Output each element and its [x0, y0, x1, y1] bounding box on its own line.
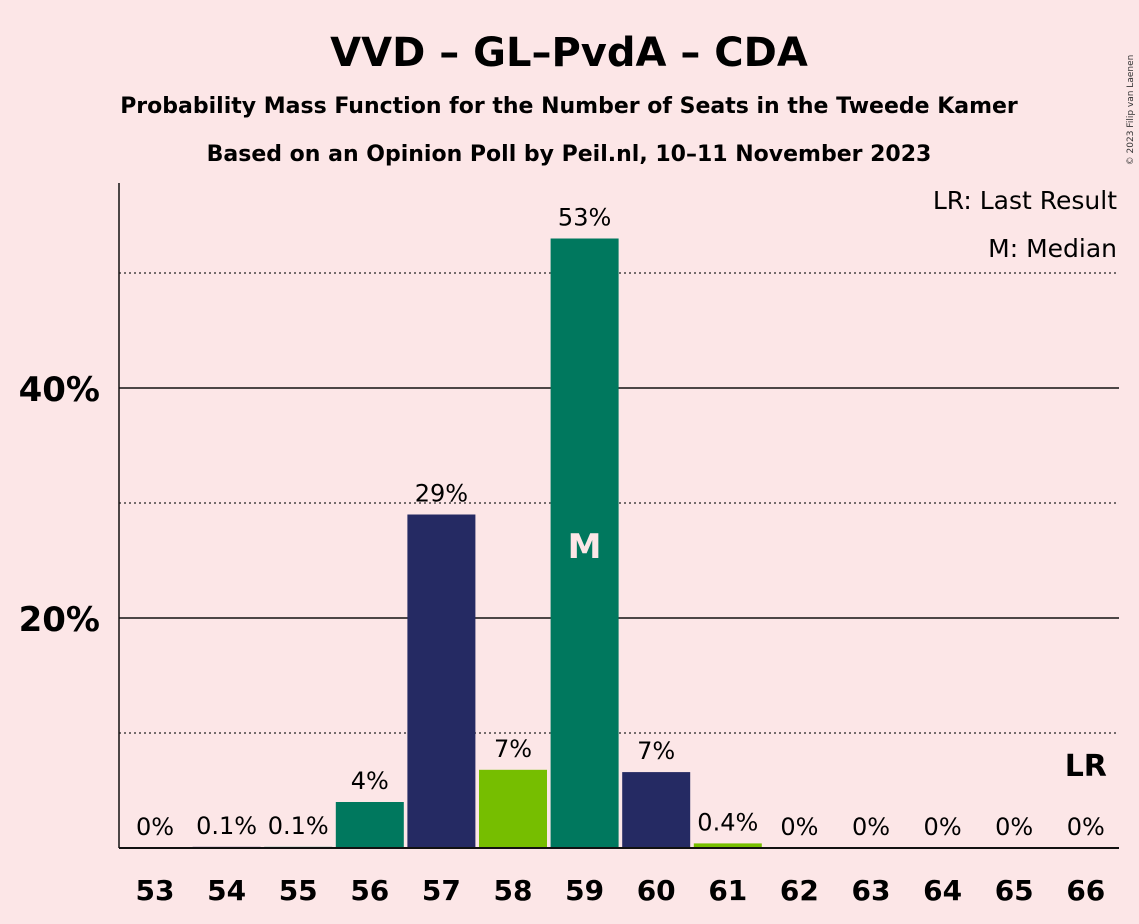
legend-median: M: Median	[988, 234, 1117, 263]
y-tick-label: 40%	[19, 370, 100, 410]
y-tick-label: 20%	[19, 600, 100, 640]
data-label-seat-61: 0.4%	[697, 808, 758, 836]
data-label-seat-57: 29%	[415, 480, 468, 508]
x-tick-label: 57	[422, 874, 461, 907]
last-result-marker: LR	[1065, 749, 1107, 784]
bar-seat-56	[335, 802, 404, 848]
x-tick-label: 54	[207, 874, 246, 907]
data-label-seat-64: 0%	[924, 813, 962, 841]
data-label-seat-53: 0%	[136, 813, 174, 841]
median-marker: M	[568, 527, 602, 567]
bar-seat-58	[479, 769, 547, 848]
data-label-seat-56: 4%	[351, 767, 389, 795]
legend-last-result: LR: Last Result	[933, 186, 1117, 215]
x-tick-label: 65	[995, 874, 1034, 907]
data-label-seat-66: 0%	[1067, 813, 1105, 841]
bar-seat-57	[407, 514, 476, 848]
data-labels: 0% 0.1% 0.1% 4% 29% 7% 53% 7% 0.4% 0% 0% 0% 0% 0% M LR	[136, 204, 1107, 842]
x-tick-label: 53	[136, 874, 175, 907]
x-tick-label: 62	[780, 874, 819, 907]
bar-seat-59	[550, 238, 619, 848]
x-tick-label: 64	[923, 874, 962, 907]
x-tick-label: 60	[637, 874, 676, 907]
x-tick-label: 58	[494, 874, 533, 907]
y-axis: 20% 40%	[19, 183, 120, 848]
x-tick-label: 66	[1066, 874, 1105, 907]
x-axis: 53 54 55 56 57 58 59 60 61 62 63 64 65 66	[119, 847, 1119, 907]
data-label-seat-65: 0%	[995, 813, 1033, 841]
x-tick-label: 61	[708, 874, 747, 907]
copyright-notice: © 2023 Filip van Laenen	[1126, 55, 1136, 166]
x-tick-label: 56	[350, 874, 389, 907]
bars	[192, 238, 762, 848]
gridlines	[119, 272, 1119, 734]
chart-source: Based on an Opinion Poll by Peil.nl, 10–…	[207, 142, 932, 167]
x-tick-label: 59	[565, 874, 604, 907]
x-tick-label: 55	[279, 874, 318, 907]
bar-seat-61	[693, 843, 762, 848]
data-label-seat-58: 7%	[494, 735, 532, 763]
bar-seat-60	[622, 772, 691, 848]
x-tick-label: 63	[852, 874, 891, 907]
data-label-seat-54: 0.1%	[196, 812, 257, 840]
chart-title: VVD – GL–PvdA – CDA	[330, 30, 808, 76]
data-label-seat-62: 0%	[780, 813, 818, 841]
chart-subtitle: Probability Mass Function for the Number…	[120, 94, 1018, 119]
data-label-seat-63: 0%	[852, 813, 890, 841]
data-label-seat-60: 7%	[637, 737, 675, 765]
data-label-seat-55: 0.1%	[268, 812, 329, 840]
data-label-seat-59: 53%	[558, 204, 611, 232]
legend: LR: Last Result M: Median	[933, 186, 1117, 263]
